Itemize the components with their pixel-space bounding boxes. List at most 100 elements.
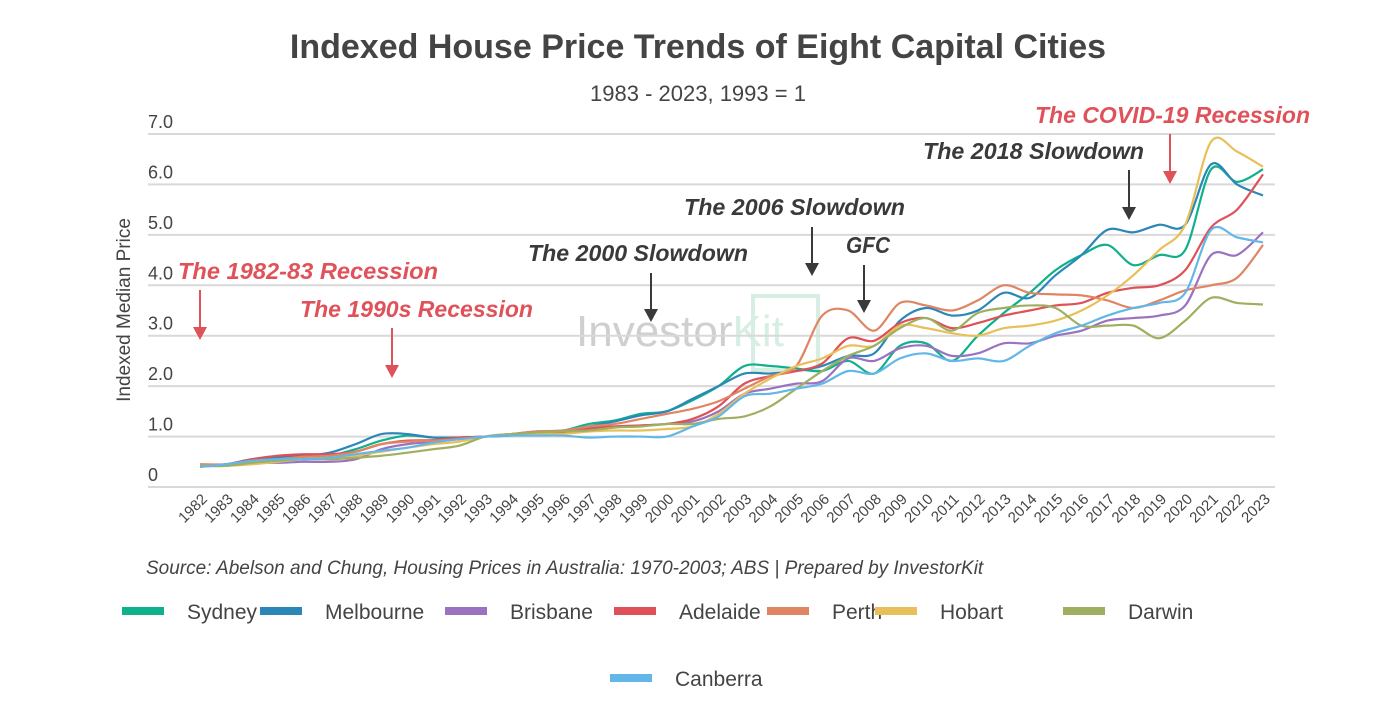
annotations: The 1982-83 Recession The 1990s Recession…: [178, 102, 1310, 378]
y-tick-label: 1.0: [148, 415, 173, 435]
x-tick-label: 1986: [279, 491, 315, 527]
legend-item-melbourne[interactable]: Melbourne: [260, 601, 424, 624]
annotation-label: The 2018 Slowdown: [923, 138, 1144, 164]
legend-swatch: [610, 674, 652, 682]
arrowhead-icon: [193, 327, 207, 340]
x-tick-label: 1994: [486, 491, 522, 527]
arrowhead-icon: [385, 365, 399, 378]
x-tick-label: 2018: [1109, 491, 1145, 527]
x-tick-label: 2004: [746, 491, 782, 527]
legend-label: Sydney: [187, 601, 258, 624]
x-tick-label: 2002: [694, 491, 730, 527]
legend-swatch: [767, 607, 809, 615]
annotation: The 1982-83 Recession: [178, 258, 438, 340]
annotation-label: The 1990s Recession: [300, 296, 533, 322]
annotation: The 2000 Slowdown: [528, 240, 748, 322]
y-axis-ticks: 0 1.0 2.0 3.0 4.0 5.0 6.0 7.0: [148, 112, 173, 485]
annotation-label: GFC: [846, 232, 890, 258]
x-tick-label: 2012: [953, 491, 989, 527]
x-tick-label: 1992: [434, 491, 470, 527]
legend-label: Melbourne: [325, 601, 424, 624]
x-tick-label: 2013: [979, 491, 1015, 527]
y-tick-label: 5.0: [148, 213, 173, 233]
arrowhead-icon: [644, 309, 658, 322]
legend-swatch: [260, 607, 302, 615]
series-line-perth: [199, 244, 1264, 466]
legend-label: Adelaide: [679, 601, 761, 624]
x-tick-label: 2006: [797, 491, 833, 527]
annotation-label: The 1982-83 Recession: [178, 258, 438, 284]
grid: [148, 133, 1275, 488]
annotation: The 1990s Recession: [300, 296, 533, 378]
chart-title: Indexed House Price Trends of Eight Capi…: [290, 28, 1106, 66]
y-tick-label: 4.0: [148, 263, 173, 283]
legend-swatch: [445, 607, 487, 615]
x-tick-label: 1995: [512, 491, 548, 527]
x-axis-ticks: 1982198319841985198619871988198919901991…: [175, 491, 1274, 527]
legend-swatch: [122, 607, 164, 615]
x-tick-label: 1984: [227, 491, 263, 527]
y-tick-label: 2.0: [148, 364, 173, 384]
legend-item-canberra[interactable]: Canberra: [610, 668, 763, 691]
x-tick-label: 2009: [875, 491, 911, 527]
legend-item-adelaide[interactable]: Adelaide: [614, 601, 761, 624]
arrowhead-icon: [1122, 207, 1136, 220]
x-tick-label: 2021: [1186, 491, 1222, 527]
y-axis-label: Indexed Median Price: [114, 218, 135, 402]
x-tick-label: 2011: [928, 491, 963, 526]
legend-item-perth[interactable]: Perth: [767, 601, 882, 624]
series-line-melbourne: [199, 162, 1264, 468]
watermark-text: InvestorKit: [576, 307, 784, 356]
x-tick-label: 1998: [590, 491, 626, 527]
legend-item-sydney[interactable]: Sydney: [122, 601, 258, 624]
series-line-darwin: [199, 296, 1264, 468]
legend-swatch: [614, 607, 656, 615]
y-tick-label: 6.0: [148, 162, 173, 182]
legend-label: Perth: [832, 601, 882, 624]
legend-item-brisbane[interactable]: Brisbane: [445, 601, 593, 624]
x-tick-label: 2000: [642, 491, 678, 527]
y-tick-label: 3.0: [148, 314, 173, 334]
legend-item-darwin[interactable]: Darwin: [1063, 601, 1193, 624]
series-line-sydney: [199, 165, 1264, 467]
x-tick-label: 1985: [253, 491, 289, 527]
legend-swatch: [875, 607, 917, 615]
annotation: The 2018 Slowdown: [923, 138, 1144, 220]
arrowhead-icon: [857, 300, 871, 313]
x-tick-label: 1999: [616, 491, 652, 527]
source-note: Source: Abelson and Chung, Housing Price…: [146, 558, 984, 579]
x-tick-label: 2014: [1005, 491, 1041, 527]
x-tick-label: 2003: [720, 491, 756, 527]
x-tick-label: 1983: [201, 491, 237, 527]
x-tick-label: 2023: [1238, 491, 1274, 527]
legend: Sydney Melbourne Brisbane Adelaide Perth Hoba…: [122, 601, 1193, 691]
x-tick-label: 2017: [1083, 491, 1119, 527]
x-tick-label: 1990: [383, 491, 419, 527]
legend-item-hobart[interactable]: Hobart: [875, 601, 1003, 624]
x-tick-label: 2001: [668, 491, 704, 527]
annotation: The 2006 Slowdown: [684, 194, 905, 276]
series-line-canberra: [199, 225, 1264, 468]
x-tick-label: 2005: [772, 491, 808, 527]
legend-label: Canberra: [675, 668, 763, 691]
x-tick-label: 1987: [305, 491, 341, 527]
x-tick-label: 1988: [331, 491, 367, 527]
legend-label: Darwin: [1128, 601, 1193, 624]
x-tick-label: 2019: [1135, 491, 1171, 527]
x-tick-label: 2007: [823, 491, 859, 527]
x-tick-label: 1982: [175, 491, 211, 527]
legend-label: Hobart: [940, 601, 1003, 624]
annotation-label: The COVID-19 Recession: [1035, 102, 1310, 128]
legend-label: Brisbane: [510, 601, 593, 624]
legend-swatch: [1063, 607, 1105, 615]
x-tick-label: 1993: [460, 491, 496, 527]
annotation: The COVID-19 Recession: [1035, 102, 1310, 184]
arrowhead-icon: [1163, 171, 1177, 184]
x-tick-label: 2015: [1031, 491, 1067, 527]
x-tick-label: 2016: [1057, 491, 1093, 527]
y-tick-label: 7.0: [148, 112, 173, 132]
x-tick-label: 2010: [901, 491, 937, 527]
annotation-label: The 2000 Slowdown: [528, 240, 748, 266]
annotation-label: The 2006 Slowdown: [684, 194, 905, 220]
